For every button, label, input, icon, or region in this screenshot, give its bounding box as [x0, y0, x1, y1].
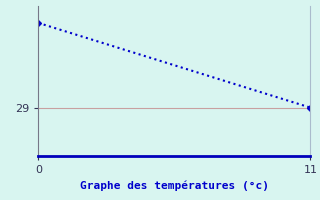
X-axis label: Graphe des températures (°c): Graphe des températures (°c) [80, 181, 269, 191]
